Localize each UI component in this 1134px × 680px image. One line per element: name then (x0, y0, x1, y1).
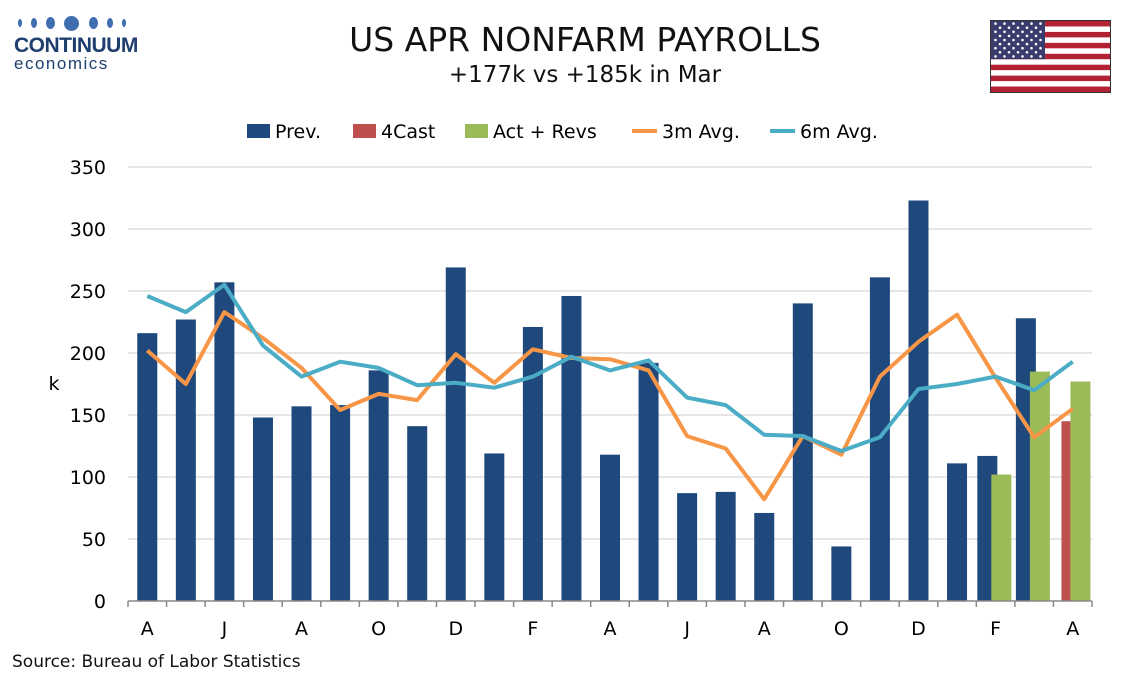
x-tick-label: O (834, 618, 849, 640)
bar-prev (715, 491, 736, 601)
bar-prev (638, 362, 659, 601)
x-tick-label: A (141, 618, 154, 640)
y-tick-label: 250 (70, 281, 106, 303)
bar-4cast (1061, 421, 1071, 601)
bar-prev (677, 493, 698, 601)
x-tick-label: A (758, 618, 771, 640)
bar-prev (561, 295, 582, 601)
legend-label: 6m Avg. (800, 121, 878, 143)
x-tick-label: A (295, 618, 308, 640)
continuum-logo: CONTINUUM economics (14, 14, 138, 74)
x-tick-label: D (911, 618, 926, 640)
bar-prev (484, 453, 505, 601)
bar-prev (137, 333, 158, 601)
bar-prev (522, 326, 543, 601)
lines (145, 282, 1074, 502)
legend-swatch (247, 124, 270, 138)
y-tick-label: 0 (94, 591, 106, 613)
bar-prev (831, 546, 852, 601)
bar-prev (908, 200, 929, 602)
x-tick-label: J (683, 618, 690, 640)
bar-prev (407, 426, 428, 601)
y-tick-label: 150 (70, 405, 106, 427)
bar-prev (214, 282, 235, 601)
bar-prev (445, 267, 466, 601)
y-tick-label: 300 (70, 219, 106, 241)
source-note: Source: Bureau of Labor Statistics (12, 652, 301, 672)
bar-prev (368, 370, 389, 601)
x-tick-label: F (527, 618, 538, 640)
bars (137, 200, 1091, 602)
us-flag-icon (990, 20, 1111, 93)
y-tick-label: 50 (82, 529, 106, 551)
legend: Prev. 4Cast Act + Revs 3m Avg. 6m Avg. (247, 121, 878, 143)
x-tick-label: O (371, 618, 386, 640)
bar-prev (754, 512, 775, 601)
y-tick-label: 200 (70, 343, 106, 365)
x-tick-label: A (1066, 618, 1079, 640)
legend-label: Prev. (275, 121, 321, 143)
x-tick-label: J (221, 618, 228, 640)
y-axis-ticks: 0 50 100 150 200 250 300 350 (70, 157, 106, 613)
legend-label: 3m Avg. (662, 121, 740, 143)
y-tick-label: 350 (70, 157, 106, 179)
line-6m-avg (146, 282, 1074, 453)
bar-prev (175, 319, 196, 601)
line-3m-avg (145, 310, 1074, 502)
chart-title: US APR NONFARM PAYROLLS (349, 20, 821, 59)
bar-act-revs (1029, 371, 1050, 601)
legend-swatch (353, 124, 376, 138)
bar-prev (600, 454, 620, 601)
bar-prev (330, 405, 351, 601)
x-tick-label: D (448, 618, 463, 640)
legend-label: 4Cast (381, 121, 435, 143)
chart-subtitle: +177k vs +185k in Mar (448, 62, 722, 88)
bar-act-revs (1070, 381, 1091, 601)
logo-sub: economics (14, 54, 109, 73)
bar-prev (252, 417, 273, 601)
logo-dots-icon (18, 14, 126, 32)
bar-act-revs (991, 474, 1012, 601)
bar-prev (792, 303, 813, 601)
x-tick-label: F (990, 618, 1001, 640)
x-tick-label: A (604, 618, 617, 640)
y-tick-label: 100 (70, 467, 106, 489)
legend-label: Act + Revs (493, 121, 597, 143)
y-axis-label: k (48, 373, 59, 395)
bar-prev (291, 406, 312, 601)
logo-name: CONTINUUM (14, 34, 138, 57)
bar-prev (947, 463, 968, 601)
legend-swatch (465, 124, 488, 138)
